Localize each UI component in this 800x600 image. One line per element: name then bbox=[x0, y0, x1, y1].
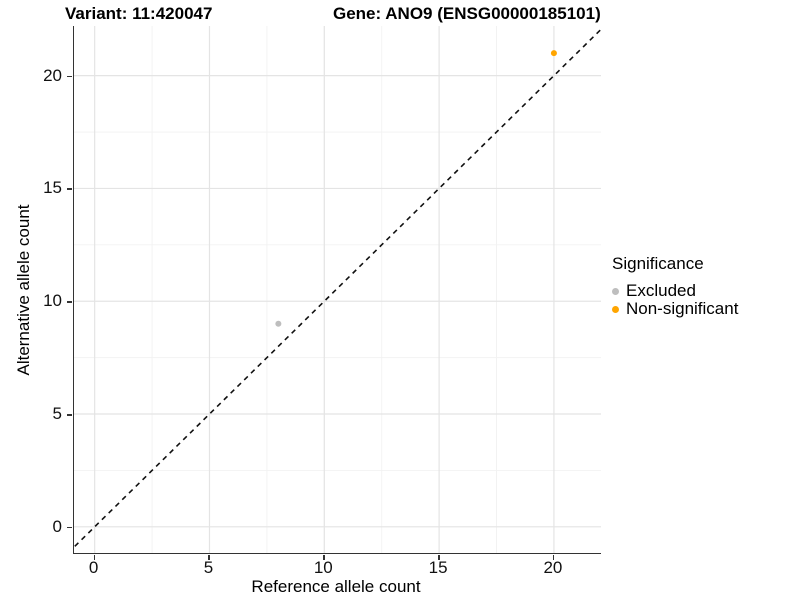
y-tick-mark bbox=[67, 75, 72, 78]
plot-panel bbox=[73, 26, 601, 554]
legend-item-non-significant: Non-significant bbox=[612, 299, 739, 318]
x-tick-mark bbox=[323, 554, 325, 560]
legend-key-dot-icon bbox=[612, 305, 619, 313]
x-tick-mark bbox=[552, 554, 555, 560]
legend-item-label: Excluded bbox=[626, 281, 696, 300]
y-tick-label: 5 bbox=[52, 404, 62, 424]
x-tick-label: 10 bbox=[313, 558, 333, 577]
y-tick-label: 15 bbox=[43, 178, 62, 198]
x-tick-label: 5 bbox=[203, 558, 214, 577]
x-tick-mark bbox=[438, 554, 440, 560]
legend: Significance Excluded Non-significant bbox=[612, 254, 738, 318]
x-tick-mark bbox=[93, 554, 96, 560]
x-tick-label: 0 bbox=[88, 558, 99, 577]
identity-reference-line bbox=[74, 28, 601, 549]
plot-title-gene: Gene: ANO9 (ENSG00000185101) bbox=[333, 4, 601, 23]
plot-title-variant: Variant: 11:420047 bbox=[65, 4, 213, 23]
legend-item-label: Non-significant bbox=[626, 299, 739, 318]
data-point-excluded bbox=[275, 320, 282, 327]
legend-item-excluded: Excluded bbox=[612, 281, 738, 300]
x-axis-title: Reference allele count bbox=[251, 577, 421, 596]
y-tick-mark bbox=[67, 414, 72, 416]
y-tick-label: 10 bbox=[43, 291, 62, 311]
data-point-non-significant bbox=[550, 50, 557, 57]
y-tick-label: 20 bbox=[43, 65, 62, 85]
y-axis-title: Alternative allele count bbox=[14, 204, 33, 376]
x-tick-label: 20 bbox=[543, 558, 563, 577]
x-tick-label: 15 bbox=[428, 558, 448, 577]
legend-title: Significance bbox=[612, 254, 704, 273]
y-tick-mark bbox=[67, 188, 72, 190]
x-tick-mark bbox=[208, 554, 210, 560]
scatter-plot-area bbox=[74, 26, 601, 553]
y-tick-mark bbox=[67, 526, 72, 529]
y-tick-label: 0 bbox=[52, 516, 62, 536]
legend-items: Excluded Non-significant bbox=[612, 281, 739, 318]
y-tick-mark bbox=[67, 301, 72, 303]
legend-key-dot-icon bbox=[612, 287, 619, 295]
